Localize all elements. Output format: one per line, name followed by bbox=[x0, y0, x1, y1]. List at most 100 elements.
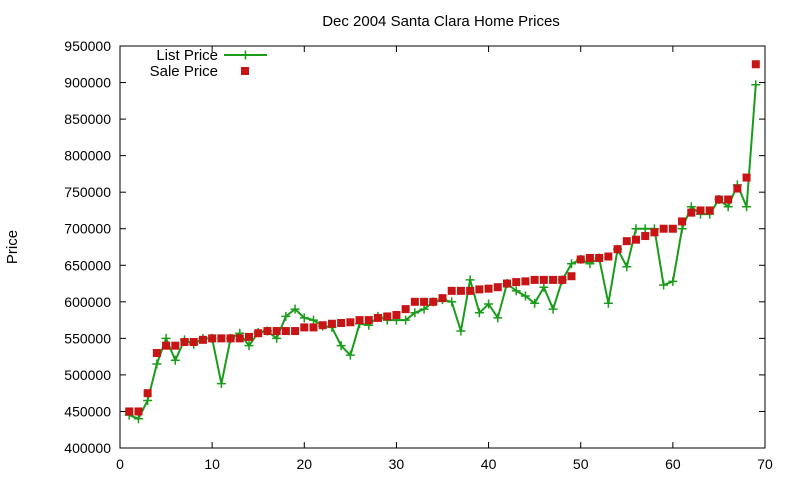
point-list-price bbox=[548, 304, 558, 314]
point-sale-price bbox=[125, 407, 134, 416]
point-sale-price bbox=[300, 323, 309, 332]
point-sale-price bbox=[539, 275, 548, 284]
point-list-price bbox=[456, 326, 466, 336]
point-list-price bbox=[520, 291, 530, 301]
point-sale-price bbox=[724, 195, 733, 204]
point-sale-price bbox=[659, 224, 668, 233]
point-list-price bbox=[659, 280, 669, 290]
plot-frame bbox=[119, 45, 766, 449]
point-list-price bbox=[677, 224, 687, 234]
x-tick-label: 60 bbox=[665, 456, 681, 472]
point-sale-price bbox=[447, 286, 456, 295]
point-sale-price bbox=[696, 206, 705, 215]
point-sale-price bbox=[162, 341, 171, 350]
point-sale-price bbox=[420, 297, 429, 306]
point-list-price bbox=[603, 298, 613, 308]
point-sale-price bbox=[392, 310, 401, 319]
point-sale-price bbox=[604, 252, 613, 261]
point-sale-price bbox=[641, 232, 650, 241]
point-list-price bbox=[539, 282, 549, 292]
point-list-price bbox=[484, 299, 494, 309]
point-sale-price bbox=[503, 279, 511, 288]
point-list-price bbox=[290, 304, 300, 314]
y-tick-label: 850000 bbox=[64, 111, 111, 127]
point-sale-price bbox=[134, 407, 143, 416]
y-tick-label: 950000 bbox=[64, 38, 111, 54]
y-tick-label: 900000 bbox=[64, 75, 111, 91]
point-list-price bbox=[345, 350, 355, 360]
point-list-price bbox=[336, 341, 346, 351]
point-sale-price bbox=[180, 338, 189, 347]
y-tick-label: 400000 bbox=[64, 440, 111, 456]
legend: List Price Sale Price bbox=[150, 47, 267, 80]
point-sale-price bbox=[493, 283, 502, 292]
point-sale-price bbox=[263, 327, 272, 336]
point-list-price bbox=[401, 315, 411, 325]
point-list-price bbox=[309, 315, 318, 325]
y-tick-label: 500000 bbox=[64, 367, 111, 383]
point-list-price bbox=[419, 304, 429, 314]
point-list-price bbox=[410, 308, 420, 318]
point-sale-price bbox=[521, 277, 530, 286]
point-list-price bbox=[133, 414, 143, 424]
x-tick-label: 50 bbox=[573, 456, 589, 472]
point-sale-price bbox=[484, 284, 493, 293]
legend-label-sale-price: Sale Price bbox=[150, 63, 218, 80]
point-list-price bbox=[216, 379, 226, 389]
x-tick-label: 30 bbox=[389, 456, 405, 472]
y-tick-label: 700000 bbox=[64, 221, 111, 237]
point-list-price bbox=[272, 333, 282, 343]
point-sale-price bbox=[622, 237, 631, 246]
legend-marker-sale-price bbox=[241, 67, 249, 75]
point-sale-price bbox=[475, 285, 484, 294]
point-list-price bbox=[511, 286, 521, 296]
axis-ticks: 0 10 20 30 40 50 60 70 400000 450000 500000 550000 6… bbox=[64, 38, 773, 472]
chart-title: Dec 2004 Santa Clara Home Prices bbox=[322, 13, 560, 30]
point-sale-price bbox=[705, 206, 714, 215]
legend-label-list-price: List Price bbox=[156, 47, 218, 64]
y-tick-label: 450000 bbox=[64, 403, 111, 419]
series-layer bbox=[124, 60, 761, 424]
point-sale-price bbox=[309, 323, 318, 332]
point-list-price bbox=[530, 298, 540, 308]
point-sale-price bbox=[401, 305, 410, 314]
point-list-price bbox=[161, 333, 171, 343]
point-sale-price bbox=[733, 184, 742, 193]
point-sale-price bbox=[198, 335, 207, 344]
point-sale-price bbox=[337, 319, 346, 328]
legend-marker-list-price bbox=[241, 50, 250, 60]
point-sale-price bbox=[549, 275, 558, 284]
point-list-price bbox=[723, 202, 733, 212]
point-sale-price bbox=[291, 327, 300, 336]
point-sale-price bbox=[355, 316, 364, 325]
point-sale-price bbox=[346, 318, 355, 327]
point-sale-price bbox=[429, 297, 438, 306]
point-sale-price bbox=[742, 173, 751, 182]
series-line-list-price bbox=[128, 84, 757, 421]
point-list-price bbox=[742, 202, 752, 212]
point-sale-price bbox=[281, 327, 290, 336]
point-list-price bbox=[751, 80, 761, 90]
point-list-price bbox=[281, 311, 291, 321]
y-tick-label: 800000 bbox=[64, 148, 111, 164]
point-sale-price bbox=[530, 275, 539, 284]
point-sale-price bbox=[751, 60, 760, 69]
x-tick-label: 40 bbox=[481, 456, 497, 472]
x-tick-label: 0 bbox=[116, 456, 124, 472]
point-list-price bbox=[493, 313, 503, 323]
point-list-price bbox=[465, 275, 475, 285]
point-sale-price bbox=[374, 313, 382, 322]
point-sale-price bbox=[364, 316, 373, 325]
y-axis-label: Price bbox=[4, 230, 21, 264]
point-sale-price bbox=[678, 217, 687, 226]
point-sale-price bbox=[254, 329, 263, 338]
point-sale-price bbox=[576, 255, 585, 264]
point-sale-price bbox=[245, 332, 253, 341]
y-tick-label: 600000 bbox=[64, 294, 111, 310]
point-sale-price bbox=[318, 321, 327, 330]
point-sale-price bbox=[668, 224, 677, 233]
point-sale-price bbox=[714, 195, 723, 204]
point-sale-price bbox=[189, 338, 198, 347]
point-sale-price bbox=[585, 253, 594, 262]
